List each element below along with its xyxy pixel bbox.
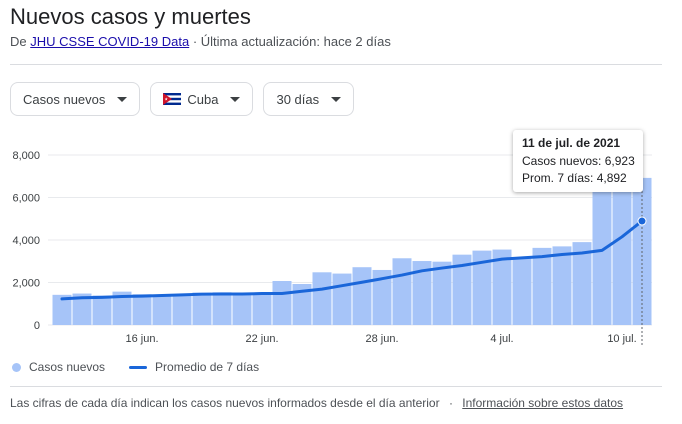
chevron-down-icon: [117, 96, 128, 102]
bar: [432, 261, 452, 325]
bar: [212, 292, 232, 325]
range-dropdown[interactable]: 30 días: [263, 82, 355, 116]
bar: [592, 188, 612, 325]
legend-bar-swatch: [12, 362, 21, 372]
x-tick-label: 16 jun.: [125, 333, 158, 345]
country-dropdown[interactable]: Cuba: [150, 82, 254, 116]
bar: [512, 258, 532, 325]
legend-line-label: Promedio de 7 días: [155, 360, 260, 374]
chart-legend: Casos nuevos Promedio de 7 días: [12, 360, 259, 374]
bar: [172, 294, 192, 325]
bar: [332, 273, 352, 325]
x-tick-label: 22 jun.: [245, 333, 278, 345]
average-line: [60, 219, 644, 301]
x-tick-label: 28 jun.: [365, 333, 398, 345]
bar: [52, 294, 72, 325]
bar: [72, 293, 92, 325]
last-update: Última actualización: hace 2 días: [200, 34, 391, 49]
bar: [312, 272, 332, 325]
y-tick-label: 8,000: [12, 150, 40, 162]
bar: [112, 291, 132, 325]
bar: [272, 281, 292, 325]
source-link[interactable]: JHU CSSE COVID-19 Data: [30, 34, 190, 49]
y-tick-label: 4,000: [12, 235, 40, 247]
bar: [232, 292, 252, 325]
bar: [252, 293, 272, 325]
tooltip-date: 11 de jul. de 2021: [522, 136, 621, 150]
bar: [472, 250, 492, 325]
bar: [452, 254, 472, 325]
bar: [412, 261, 432, 325]
cuba-flag-icon: [163, 93, 182, 105]
source-line: De JHU CSSE COVID-19 Data · Última actua…: [10, 34, 391, 49]
highlight-point: [637, 216, 647, 226]
source-separator: ·: [192, 34, 198, 49]
chart-tooltip: 11 de jul. de 2021 Casos nuevos: 6,923 P…: [513, 130, 643, 192]
bar: [132, 294, 152, 325]
bar: [552, 246, 572, 325]
tooltip-cases: Casos nuevos: 6,923: [522, 154, 635, 168]
bar: [532, 247, 552, 325]
metric-dropdown[interactable]: Casos nuevos: [10, 82, 141, 116]
source-prefix: De: [10, 34, 27, 49]
metric-dropdown-label: Casos nuevos: [23, 91, 106, 107]
legend-line-swatch: [129, 365, 148, 369]
footer-separator: ·: [448, 396, 453, 410]
bar: [292, 283, 312, 325]
tooltip-average: Prom. 7 días: 4,892: [522, 171, 627, 185]
range-dropdown-label: 30 días: [276, 91, 320, 107]
divider-top: [10, 64, 662, 65]
x-tick-label: 10 jul.: [607, 333, 636, 345]
bar: [192, 292, 212, 325]
bar: [372, 269, 392, 325]
y-tick-label: 0: [34, 320, 40, 332]
legend-bars-label: Casos nuevos: [29, 360, 106, 374]
bar: [492, 249, 512, 325]
bar: [572, 242, 592, 325]
footer-note: Las cifras de cada día indican los casos…: [10, 396, 623, 410]
footer-text: Las cifras de cada día indican los casos…: [10, 396, 440, 410]
bar: [92, 295, 112, 325]
country-dropdown-label: Cuba: [187, 91, 219, 107]
divider-bottom: [10, 386, 662, 387]
y-tick-label: 2,000: [12, 278, 40, 290]
bar: [612, 188, 632, 325]
bar: [392, 258, 412, 325]
chevron-down-icon: [230, 96, 241, 102]
about-data-link[interactable]: Información sobre estos datos: [462, 396, 624, 410]
y-tick-label: 6,000: [12, 193, 40, 205]
page-title: Nuevos casos y muertes: [10, 4, 251, 29]
filter-bar: Casos nuevos Cuba 30 días: [10, 82, 355, 116]
bar: [352, 267, 372, 325]
chevron-down-icon: [331, 96, 342, 102]
x-tick-label: 4 jul.: [490, 333, 513, 345]
bar: [152, 295, 172, 325]
